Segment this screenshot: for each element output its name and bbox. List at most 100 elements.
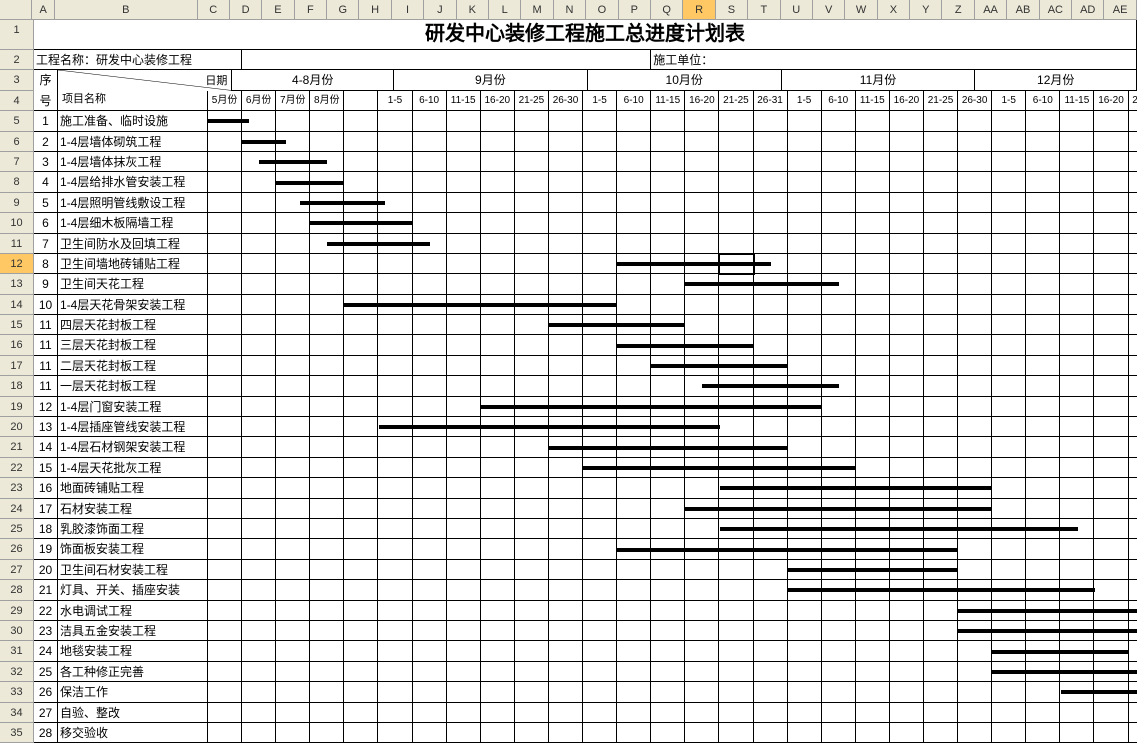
col-header-S[interactable]: S (716, 0, 748, 19)
gantt-cell (549, 254, 583, 274)
row-header[interactable]: 5 (0, 111, 34, 131)
col-header-AC[interactable]: AC (1040, 0, 1072, 19)
row-header[interactable]: 4 (0, 91, 34, 111)
row-header[interactable]: 12 (0, 254, 34, 274)
gantt-cell (549, 152, 583, 172)
select-all-corner[interactable] (0, 0, 32, 19)
row-header[interactable]: 28 (0, 580, 34, 600)
task-no: 1 (34, 111, 58, 131)
row-header[interactable]: 7 (0, 152, 34, 172)
task-no: 23 (34, 621, 58, 641)
gantt-cell (378, 682, 412, 702)
row-header[interactable]: 3 (0, 70, 34, 90)
row-header[interactable]: 26 (0, 539, 34, 559)
gantt-cell (719, 295, 753, 315)
gantt-cell (992, 458, 1026, 478)
row-header[interactable]: 13 (0, 274, 34, 294)
row-header[interactable]: 34 (0, 703, 34, 723)
row-header[interactable]: 19 (0, 397, 34, 417)
row-header[interactable]: 17 (0, 356, 34, 376)
gantt-bar (208, 119, 249, 123)
row-header[interactable]: 2 (0, 50, 34, 70)
row-header[interactable]: 11 (0, 234, 34, 254)
row-header[interactable]: 32 (0, 662, 34, 682)
gantt-cell (515, 356, 549, 376)
col-header-AE[interactable]: AE (1104, 0, 1136, 19)
col-header-A[interactable]: A (32, 0, 55, 19)
gantt-cell (856, 172, 890, 192)
col-header-W[interactable]: W (845, 0, 877, 19)
gantt-cell (242, 376, 276, 396)
col-header-V[interactable]: V (813, 0, 845, 19)
gantt-cell (515, 111, 549, 131)
gantt-cell (1060, 560, 1094, 580)
col-header-AA[interactable]: AA (975, 0, 1007, 19)
gantt-cell (549, 213, 583, 233)
col-header-J[interactable]: J (424, 0, 456, 19)
gantt-cell (447, 499, 481, 519)
col-header-C[interactable]: C (198, 0, 230, 19)
row-header[interactable]: 6 (0, 132, 34, 152)
col-header-Q[interactable]: Q (651, 0, 683, 19)
gantt-cell (1060, 213, 1094, 233)
col-header-AD[interactable]: AD (1072, 0, 1104, 19)
diag-header-bottom: 项目名称 (58, 91, 208, 111)
gantt-cell (549, 376, 583, 396)
col-header-R[interactable]: R (683, 0, 715, 19)
gantt-cell (992, 682, 1026, 702)
time-col-9: 16-20 (481, 91, 515, 111)
gantt-cell (549, 132, 583, 152)
seq-header-bottom: 号 (34, 91, 58, 111)
col-header-O[interactable]: O (586, 0, 618, 19)
row-header[interactable]: 31 (0, 641, 34, 661)
gantt-cell (651, 274, 685, 294)
col-header-L[interactable]: L (489, 0, 521, 19)
gantt-cell (276, 274, 310, 294)
task-no: 19 (34, 539, 58, 559)
gantt-cell (1129, 478, 1137, 498)
gantt-bar (788, 568, 959, 572)
col-header-Y[interactable]: Y (910, 0, 942, 19)
row-header[interactable]: 29 (0, 601, 34, 621)
col-header-D[interactable]: D (230, 0, 262, 19)
col-header-K[interactable]: K (457, 0, 489, 19)
row-header[interactable]: 25 (0, 519, 34, 539)
task-no: 12 (34, 397, 58, 417)
gantt-cell (242, 662, 276, 682)
row-header[interactable]: 33 (0, 682, 34, 702)
row-header[interactable]: 10 (0, 213, 34, 233)
row-header[interactable]: 1 (0, 20, 34, 50)
col-header-T[interactable]: T (748, 0, 780, 19)
row-header[interactable]: 23 (0, 478, 34, 498)
col-header-G[interactable]: G (327, 0, 359, 19)
row-header[interactable]: 16 (0, 335, 34, 355)
col-header-U[interactable]: U (781, 0, 813, 19)
col-header-X[interactable]: X (878, 0, 910, 19)
col-header-M[interactable]: M (521, 0, 553, 19)
col-header-N[interactable]: N (554, 0, 586, 19)
col-header-Z[interactable]: Z (942, 0, 974, 19)
col-header-E[interactable]: E (262, 0, 294, 19)
col-header-B[interactable]: B (55, 0, 197, 19)
row-header[interactable]: 18 (0, 376, 34, 396)
col-header-AB[interactable]: AB (1007, 0, 1039, 19)
gantt-cell (344, 172, 378, 192)
col-header-P[interactable]: P (619, 0, 651, 19)
row-header[interactable]: 15 (0, 315, 34, 335)
gantt-cell (822, 621, 856, 641)
gantt-cell (1129, 335, 1137, 355)
row-header[interactable]: 22 (0, 458, 34, 478)
task-no: 18 (34, 519, 58, 539)
col-header-I[interactable]: I (392, 0, 424, 19)
gantt-cell (617, 295, 651, 315)
row-header[interactable]: 9 (0, 193, 34, 213)
row-header[interactable]: 27 (0, 560, 34, 580)
row-header[interactable]: 14 (0, 295, 34, 315)
row-header[interactable]: 20 (0, 417, 34, 437)
row-header[interactable]: 24 (0, 499, 34, 519)
col-header-H[interactable]: H (359, 0, 391, 19)
row-header[interactable]: 8 (0, 172, 34, 192)
row-header[interactable]: 30 (0, 621, 34, 641)
row-header[interactable]: 21 (0, 437, 34, 457)
col-header-F[interactable]: F (295, 0, 327, 19)
